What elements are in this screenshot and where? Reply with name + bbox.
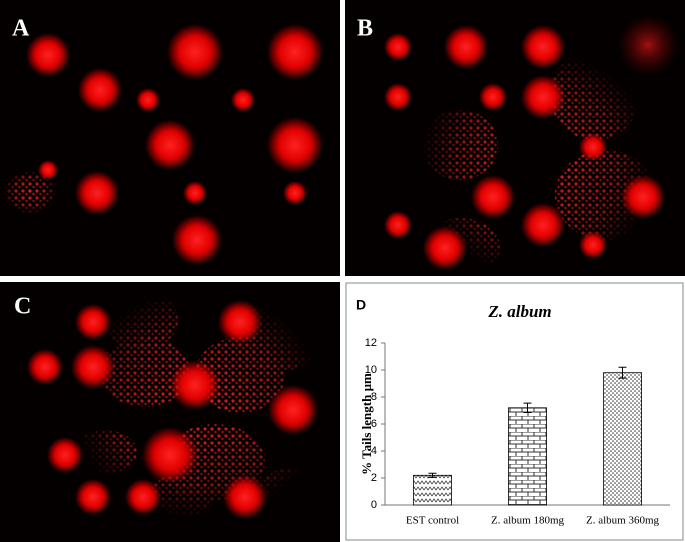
error-bar (428, 472, 437, 478)
chart-title: Z. album (487, 302, 551, 321)
panel-label: C (14, 294, 31, 320)
y-tick-label: 6 (371, 418, 377, 430)
bar (603, 372, 642, 506)
bar (508, 407, 547, 506)
y-tick-label: 4 (371, 445, 377, 457)
y-tick-label: 12 (365, 337, 377, 349)
y-tick-label: 10 (365, 364, 377, 376)
x-tick-label: EST control (406, 515, 459, 527)
y-axis-label: % Tails length µm (359, 373, 374, 475)
error-bar (523, 402, 532, 414)
panel-label: D (356, 297, 366, 313)
y-tick-label: 8 (371, 391, 377, 403)
panel-label: B (357, 16, 373, 42)
micrograph-b: B (345, 0, 685, 278)
panel-label: A (12, 16, 30, 42)
y-tick-label: 0 (371, 499, 377, 511)
x-tick-label: Z. album 180mg (491, 515, 565, 527)
micrograph-c: C (0, 282, 340, 542)
x-tick-label: Z. album 360mg (586, 515, 660, 527)
error-bar (618, 366, 627, 379)
bar (413, 474, 452, 506)
micrograph-a: A (0, 0, 340, 276)
y-tick-label: 2 (371, 472, 377, 484)
